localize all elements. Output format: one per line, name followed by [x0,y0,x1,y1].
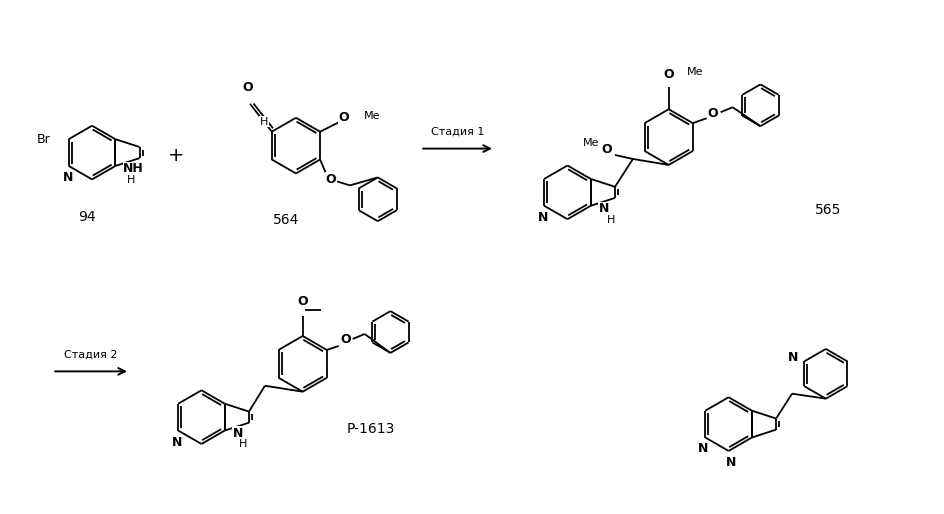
Text: Br: Br [37,133,51,145]
Text: P-1613: P-1613 [346,422,395,436]
Text: 94: 94 [78,210,96,224]
Text: H: H [127,175,135,185]
Text: H: H [260,117,268,127]
Text: +: + [168,146,185,165]
Text: Me: Me [686,67,703,78]
Text: H: H [239,439,246,449]
Text: O: O [326,173,336,186]
Text: N: N [62,171,73,184]
Text: O: O [664,68,674,81]
Text: O: O [341,334,351,346]
Text: H: H [606,215,615,225]
Text: O: O [297,295,308,308]
Text: N: N [598,203,609,215]
Text: N: N [172,435,182,449]
Text: O: O [707,107,718,120]
Text: 565: 565 [815,203,841,217]
Text: N: N [232,427,243,440]
Text: N: N [725,456,735,469]
Text: Стадия 2: Стадия 2 [64,350,118,359]
Text: N: N [788,351,799,364]
Text: N: N [699,443,709,455]
Text: Me: Me [363,111,380,121]
Text: O: O [243,81,253,94]
Text: O: O [601,142,613,156]
Text: Me: Me [582,138,599,148]
Text: 564: 564 [273,213,299,227]
Text: Стадия 1: Стадия 1 [430,126,484,137]
Text: N: N [538,211,548,224]
Text: O: O [339,111,349,124]
Text: NH: NH [124,162,144,175]
